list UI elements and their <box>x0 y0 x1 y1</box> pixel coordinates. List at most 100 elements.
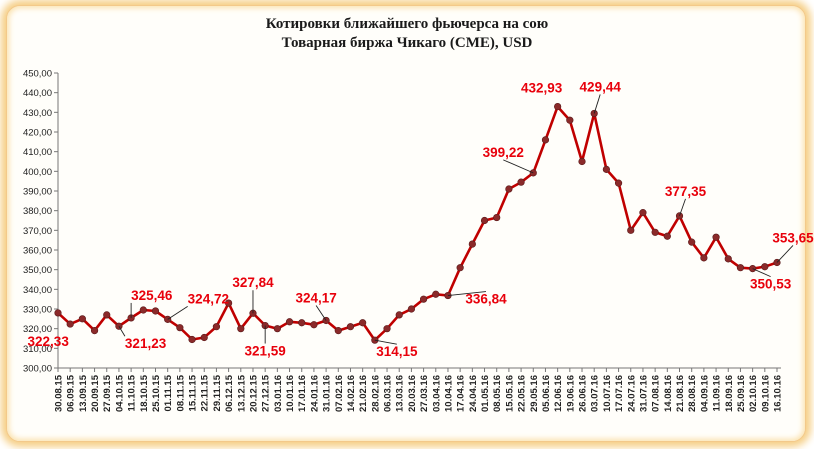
data-point <box>237 325 245 333</box>
x-tick-label: 27.12.15 <box>261 374 272 412</box>
x-tick-label: 13.12.15 <box>236 374 247 412</box>
x-tick-label: 24.07.16 <box>626 375 637 412</box>
x-tick-label: 17.07.16 <box>614 375 625 412</box>
x-tick-label: 10.04.16 <box>443 375 454 412</box>
x-tick-label: 20.03.16 <box>407 375 418 412</box>
x-tick-label: 01.11.15 <box>163 374 174 411</box>
x-tick-label: 27.03.16 <box>419 375 430 412</box>
x-tick-label: 02.10.16 <box>748 375 759 412</box>
x-tick-label: 26.06.16 <box>578 375 589 412</box>
data-point <box>66 320 74 328</box>
data-label: 336,84 <box>465 292 507 307</box>
data-point <box>139 306 147 314</box>
data-point <box>188 335 196 344</box>
data-point <box>346 323 355 331</box>
x-tick-label: 06.12.15 <box>224 374 235 412</box>
data-point <box>700 254 708 262</box>
y-tick-label: 410,00 <box>23 147 52 158</box>
data-label: 429,44 <box>580 79 622 94</box>
data-point <box>541 136 550 144</box>
x-tick-label: 07.02.16 <box>334 375 345 412</box>
x-tick-label: 22.11.15 <box>200 374 211 411</box>
data-point <box>639 209 647 217</box>
chart-frame <box>6 5 806 442</box>
data-point <box>468 240 476 248</box>
data-point <box>688 238 696 246</box>
data-point <box>151 307 160 315</box>
x-tick-label: 11.09.16 <box>712 375 723 411</box>
annotation-leader <box>752 268 771 278</box>
x-tick-label: 30.08.15 <box>54 374 65 412</box>
y-tick-label: 300,00 <box>23 364 52 375</box>
data-label: 322,33 <box>28 334 70 349</box>
x-tick-label: 09.10.16 <box>760 375 771 412</box>
x-tick-label: 08.05.16 <box>492 375 503 412</box>
data-point <box>310 321 318 329</box>
data-label: 321,59 <box>245 344 286 359</box>
x-tick-label: 14.08.16 <box>663 375 674 412</box>
data-point <box>517 178 525 186</box>
data-point <box>712 233 720 241</box>
data-point <box>614 179 623 187</box>
x-tick-label: 19.06.16 <box>565 375 576 412</box>
data-point <box>176 324 184 332</box>
chart-title-line-1: Котировки ближайшего фьючерса на сою <box>265 16 549 32</box>
annotation-leader <box>167 306 188 320</box>
x-tick-label: 03.01.16 <box>273 375 284 412</box>
y-tick-label: 310,00 <box>23 344 52 355</box>
x-tick-label: 20.09.15 <box>90 374 101 412</box>
x-tick-label: 28.02.16 <box>370 375 381 412</box>
y-tick-label: 350,00 <box>23 265 52 276</box>
annotation-leader <box>374 339 397 345</box>
annotation-leader <box>447 291 487 296</box>
x-tick-label: 15.05.16 <box>504 375 515 412</box>
data-point <box>285 318 294 326</box>
data-point <box>554 102 562 111</box>
data-point <box>456 264 464 272</box>
data-point <box>322 316 330 325</box>
x-tick-label: 06.03.16 <box>383 375 394 412</box>
data-point <box>407 305 416 313</box>
data-label: 324,17 <box>295 290 336 305</box>
x-tick-label: 04.10.15 <box>114 374 125 412</box>
data-point <box>298 319 306 327</box>
x-tick-label: 24.04.16 <box>468 375 479 412</box>
x-tick-label: 25.10.15 <box>151 374 162 412</box>
annotation-leader <box>593 94 601 114</box>
x-tick-label: 20.12.15 <box>248 374 259 412</box>
data-point <box>383 325 391 333</box>
series-line <box>57 105 778 342</box>
data-point <box>334 327 342 335</box>
annotation-leader <box>679 198 686 217</box>
x-tick-label: 12.06.16 <box>553 375 564 412</box>
data-point <box>602 165 610 173</box>
x-tick-label: 05.06.16 <box>541 375 552 412</box>
y-tick-label: 320,00 <box>23 324 52 335</box>
x-tick-label: 03.04.16 <box>431 375 442 412</box>
x-tick-label: 07.08.16 <box>651 375 662 412</box>
data-point <box>54 309 62 317</box>
data-label: 399,22 <box>483 145 524 160</box>
x-tick-label: 10.07.16 <box>602 375 613 412</box>
x-tick-label: 16.10.16 <box>773 375 784 412</box>
data-label: 324,72 <box>188 291 229 306</box>
annotation-leader <box>118 326 126 337</box>
data-point <box>432 290 440 298</box>
data-point <box>480 216 489 225</box>
x-tick-label: 14.02.16 <box>346 375 357 412</box>
data-label: 321,23 <box>125 336 167 351</box>
x-tick-label: 21.02.16 <box>358 375 369 412</box>
data-point <box>663 232 671 240</box>
x-tick-label: 15.11.15 <box>188 374 199 411</box>
data-point <box>724 255 732 263</box>
data-label: 432,93 <box>521 81 563 96</box>
y-tick-label: 340,00 <box>23 285 52 296</box>
data-label: 327,84 <box>232 275 274 290</box>
data-point <box>493 213 501 222</box>
y-tick-label: 400,00 <box>23 167 52 178</box>
x-tick-label: 21.08.16 <box>675 375 686 412</box>
x-tick-label: 13.09.15 <box>78 374 89 412</box>
data-point <box>736 264 745 272</box>
data-point <box>505 185 513 193</box>
x-tick-label: 13.03.16 <box>395 375 406 412</box>
